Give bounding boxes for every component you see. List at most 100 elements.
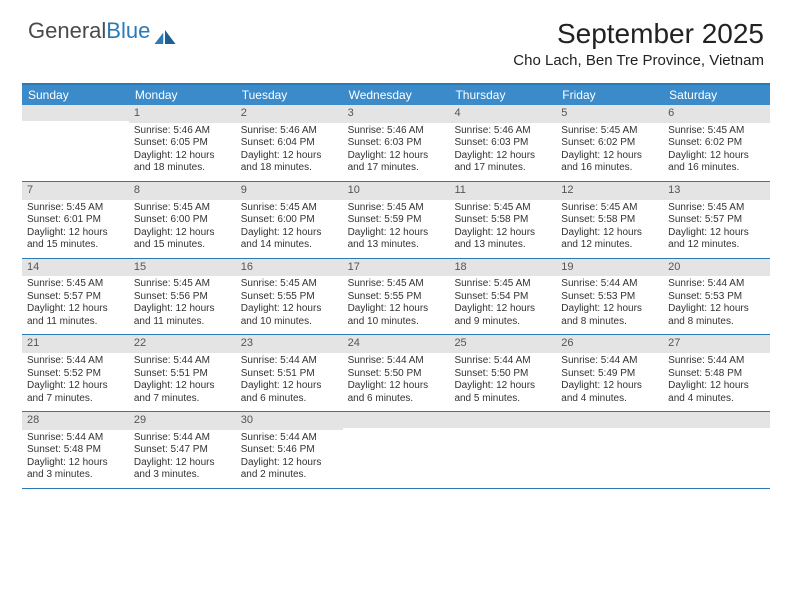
- day-number: 18: [449, 259, 556, 277]
- sunset-text: Sunset: 6:00 PM: [241, 214, 338, 227]
- sunset-text: Sunset: 5:50 PM: [454, 368, 551, 381]
- sunrise-text: Sunrise: 5:44 AM: [241, 355, 338, 368]
- day-cell: 24Sunrise: 5:44 AMSunset: 5:50 PMDayligh…: [343, 335, 450, 411]
- day-number: 28: [22, 412, 129, 430]
- day-body: Sunrise: 5:44 AMSunset: 5:51 PMDaylight:…: [236, 353, 343, 411]
- daylight-text: Daylight: 12 hours and 16 minutes.: [668, 150, 765, 175]
- day-number: 22: [129, 335, 236, 353]
- day-number: 10: [343, 182, 450, 200]
- daylight-text: Daylight: 12 hours and 3 minutes.: [27, 457, 124, 482]
- day-body: Sunrise: 5:44 AMSunset: 5:47 PMDaylight:…: [129, 430, 236, 488]
- day-number: 20: [663, 259, 770, 277]
- sunset-text: Sunset: 5:58 PM: [561, 214, 658, 227]
- daylight-text: Daylight: 12 hours and 6 minutes.: [241, 380, 338, 405]
- sunset-text: Sunset: 5:49 PM: [561, 368, 658, 381]
- day-body: Sunrise: 5:44 AMSunset: 5:52 PMDaylight:…: [22, 353, 129, 411]
- day-cell: 18Sunrise: 5:45 AMSunset: 5:54 PMDayligh…: [449, 259, 556, 335]
- sunrise-text: Sunrise: 5:46 AM: [134, 125, 231, 138]
- sunrise-text: Sunrise: 5:44 AM: [134, 432, 231, 445]
- day-body: [22, 121, 129, 179]
- day-number: 11: [449, 182, 556, 200]
- day-cell: 8Sunrise: 5:45 AMSunset: 6:00 PMDaylight…: [129, 182, 236, 258]
- logo-sail-icon: [154, 24, 176, 38]
- day-body: Sunrise: 5:45 AMSunset: 5:57 PMDaylight:…: [22, 276, 129, 334]
- day-cell: 5Sunrise: 5:45 AMSunset: 6:02 PMDaylight…: [556, 105, 663, 181]
- day-body: Sunrise: 5:45 AMSunset: 5:55 PMDaylight:…: [343, 276, 450, 334]
- daylight-text: Daylight: 12 hours and 17 minutes.: [348, 150, 445, 175]
- daylight-text: Daylight: 12 hours and 3 minutes.: [134, 457, 231, 482]
- day-number: 26: [556, 335, 663, 353]
- sunrise-text: Sunrise: 5:44 AM: [134, 355, 231, 368]
- daylight-text: Daylight: 12 hours and 6 minutes.: [348, 380, 445, 405]
- sunset-text: Sunset: 5:55 PM: [348, 291, 445, 304]
- day-number: 2: [236, 105, 343, 123]
- logo-text-general: General: [28, 18, 106, 44]
- sunrise-text: Sunrise: 5:44 AM: [668, 355, 765, 368]
- day-body: Sunrise: 5:45 AMSunset: 5:59 PMDaylight:…: [343, 200, 450, 258]
- sunset-text: Sunset: 5:57 PM: [668, 214, 765, 227]
- sunrise-text: Sunrise: 5:45 AM: [454, 278, 551, 291]
- day-number: 1: [129, 105, 236, 123]
- sunset-text: Sunset: 5:47 PM: [134, 444, 231, 457]
- sunset-text: Sunset: 5:51 PM: [134, 368, 231, 381]
- daylight-text: Daylight: 12 hours and 2 minutes.: [241, 457, 338, 482]
- day-number: [663, 412, 770, 428]
- day-number: 24: [343, 335, 450, 353]
- week-row: 7Sunrise: 5:45 AMSunset: 6:01 PMDaylight…: [22, 182, 770, 259]
- sunset-text: Sunset: 5:52 PM: [27, 368, 124, 381]
- day-body: Sunrise: 5:45 AMSunset: 6:02 PMDaylight:…: [556, 123, 663, 181]
- day-number: 7: [22, 182, 129, 200]
- daylight-text: Daylight: 12 hours and 8 minutes.: [561, 303, 658, 328]
- sunrise-text: Sunrise: 5:44 AM: [561, 278, 658, 291]
- day-body: Sunrise: 5:44 AMSunset: 5:48 PMDaylight:…: [663, 353, 770, 411]
- daylight-text: Daylight: 12 hours and 13 minutes.: [454, 227, 551, 252]
- day-body: Sunrise: 5:45 AMSunset: 6:01 PMDaylight:…: [22, 200, 129, 258]
- weekday-thu: Thursday: [449, 85, 556, 105]
- sunrise-text: Sunrise: 5:45 AM: [348, 202, 445, 215]
- day-number: 14: [22, 259, 129, 277]
- weekday-fri: Friday: [556, 85, 663, 105]
- day-cell: 22Sunrise: 5:44 AMSunset: 5:51 PMDayligh…: [129, 335, 236, 411]
- day-cell: [449, 412, 556, 488]
- sunset-text: Sunset: 5:51 PM: [241, 368, 338, 381]
- sunset-text: Sunset: 5:48 PM: [668, 368, 765, 381]
- daylight-text: Daylight: 12 hours and 9 minutes.: [454, 303, 551, 328]
- sunrise-text: Sunrise: 5:44 AM: [241, 432, 338, 445]
- day-body: Sunrise: 5:46 AMSunset: 6:04 PMDaylight:…: [236, 123, 343, 181]
- sunrise-text: Sunrise: 5:46 AM: [348, 125, 445, 138]
- day-cell: [22, 105, 129, 181]
- title-block: September 2025 Cho Lach, Ben Tre Provinc…: [513, 18, 764, 69]
- day-body: Sunrise: 5:44 AMSunset: 5:50 PMDaylight:…: [343, 353, 450, 411]
- sunrise-text: Sunrise: 5:46 AM: [241, 125, 338, 138]
- day-cell: 12Sunrise: 5:45 AMSunset: 5:58 PMDayligh…: [556, 182, 663, 258]
- day-number: 13: [663, 182, 770, 200]
- sunrise-text: Sunrise: 5:45 AM: [241, 202, 338, 215]
- day-cell: [556, 412, 663, 488]
- day-cell: 15Sunrise: 5:45 AMSunset: 5:56 PMDayligh…: [129, 259, 236, 335]
- daylight-text: Daylight: 12 hours and 17 minutes.: [454, 150, 551, 175]
- day-cell: 16Sunrise: 5:45 AMSunset: 5:55 PMDayligh…: [236, 259, 343, 335]
- week-row: 28Sunrise: 5:44 AMSunset: 5:48 PMDayligh…: [22, 412, 770, 489]
- sunrise-text: Sunrise: 5:45 AM: [668, 125, 765, 138]
- location-text: Cho Lach, Ben Tre Province, Vietnam: [513, 52, 764, 69]
- day-number: 4: [449, 105, 556, 123]
- sunrise-text: Sunrise: 5:44 AM: [668, 278, 765, 291]
- day-cell: 2Sunrise: 5:46 AMSunset: 6:04 PMDaylight…: [236, 105, 343, 181]
- day-number: 5: [556, 105, 663, 123]
- day-number: [22, 105, 129, 121]
- sunrise-text: Sunrise: 5:45 AM: [134, 202, 231, 215]
- day-cell: 23Sunrise: 5:44 AMSunset: 5:51 PMDayligh…: [236, 335, 343, 411]
- sunset-text: Sunset: 6:00 PM: [134, 214, 231, 227]
- daylight-text: Daylight: 12 hours and 12 minutes.: [668, 227, 765, 252]
- sunrise-text: Sunrise: 5:44 AM: [27, 432, 124, 445]
- sunrise-text: Sunrise: 5:44 AM: [561, 355, 658, 368]
- sunrise-text: Sunrise: 5:46 AM: [454, 125, 551, 138]
- sunset-text: Sunset: 5:56 PM: [134, 291, 231, 304]
- week-row: 21Sunrise: 5:44 AMSunset: 5:52 PMDayligh…: [22, 335, 770, 412]
- day-body: Sunrise: 5:45 AMSunset: 6:00 PMDaylight:…: [129, 200, 236, 258]
- day-body: Sunrise: 5:45 AMSunset: 5:57 PMDaylight:…: [663, 200, 770, 258]
- day-cell: 17Sunrise: 5:45 AMSunset: 5:55 PMDayligh…: [343, 259, 450, 335]
- day-cell: 7Sunrise: 5:45 AMSunset: 6:01 PMDaylight…: [22, 182, 129, 258]
- day-cell: 21Sunrise: 5:44 AMSunset: 5:52 PMDayligh…: [22, 335, 129, 411]
- weekday-mon: Monday: [129, 85, 236, 105]
